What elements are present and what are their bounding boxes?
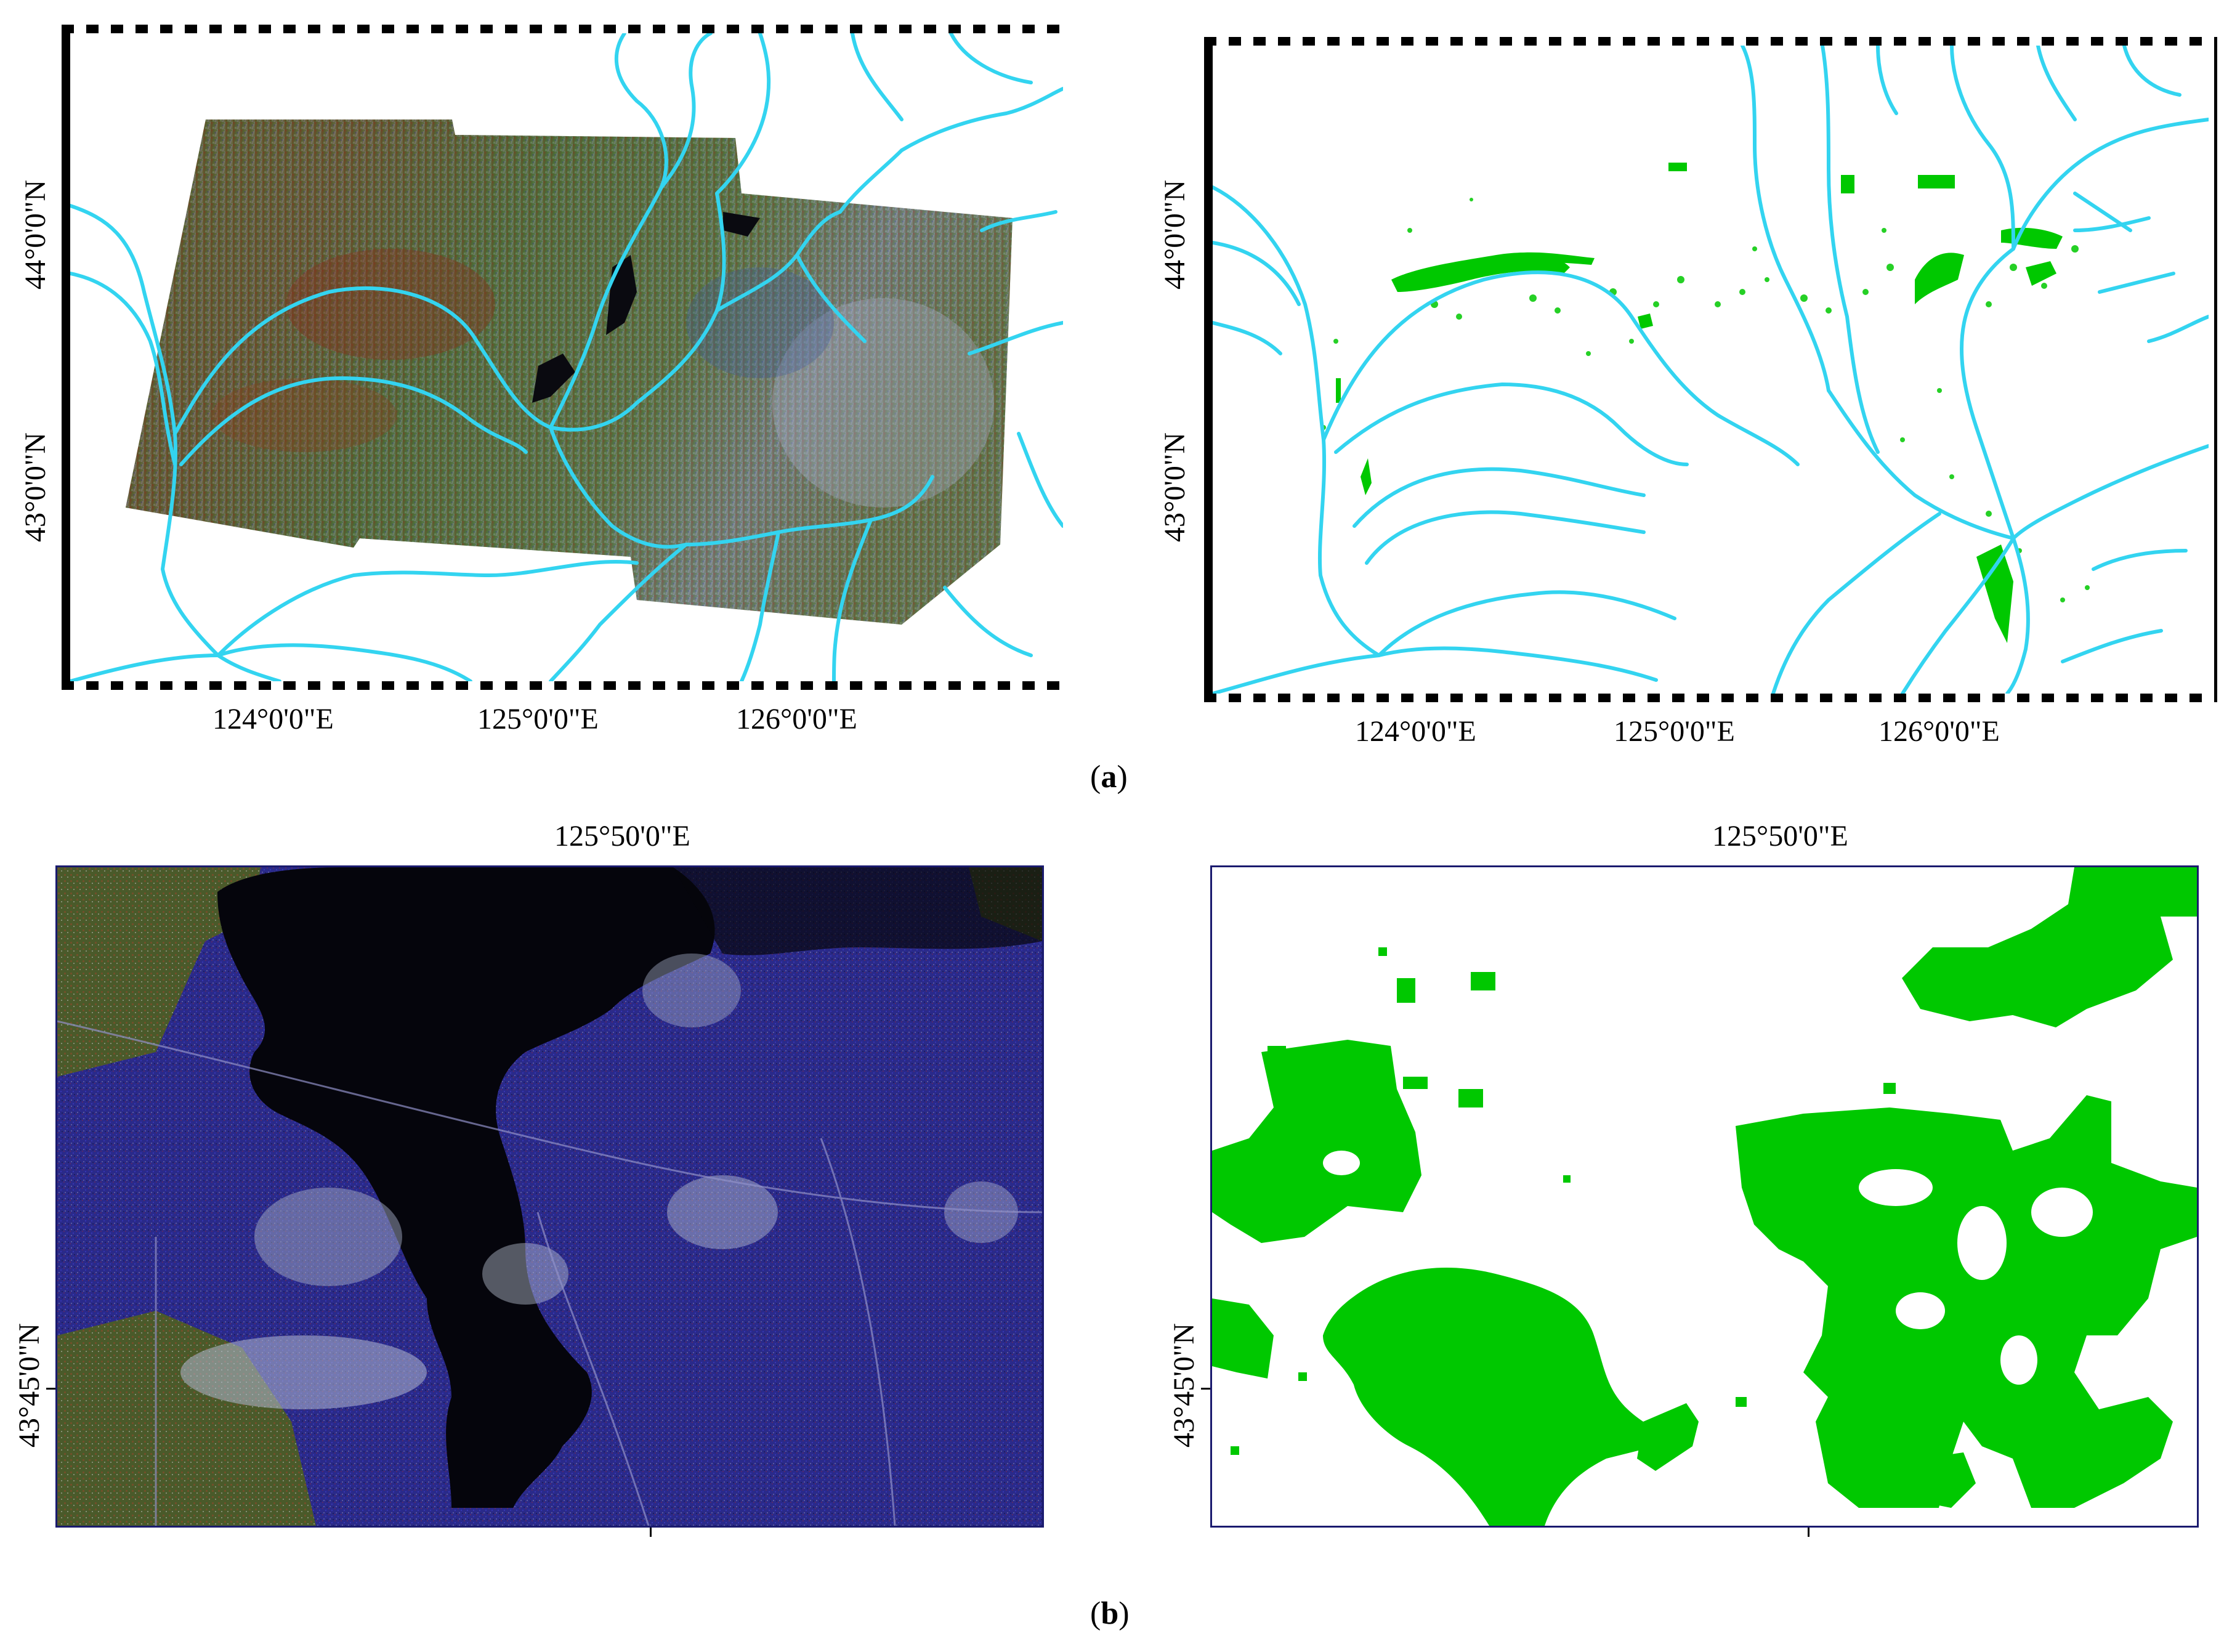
caption-b: (b) bbox=[1090, 1596, 1130, 1631]
caption-a-letter: a bbox=[1101, 759, 1117, 795]
panel-b-left-lat-label: 43°45'0"N bbox=[13, 1322, 46, 1448]
panel-a-left-lon-label-126: 126°0'0"E bbox=[736, 703, 857, 735]
panel-b-right-lon-tick bbox=[1808, 1528, 1809, 1537]
panel-b-right-lat-tick bbox=[1201, 1388, 1210, 1390]
panel-a-left-lat-label-44: 44°0'0"N bbox=[19, 179, 52, 290]
panel-a-left-lon-label-125: 125°0'0"E bbox=[477, 703, 599, 735]
panel-a-left-lat-label-43: 43°0'0"N bbox=[19, 432, 52, 542]
panel-b-right-top-label: 125°50'0"E bbox=[1712, 820, 1848, 852]
caption-a: (a) bbox=[1090, 759, 1128, 795]
panel-a-right-lon-label-125: 125°0'0"E bbox=[1614, 715, 1735, 748]
panel-b-left-top-label: 125°50'0"E bbox=[554, 820, 690, 852]
forest-classification-map bbox=[1212, 867, 2197, 1526]
caption-b-letter: b bbox=[1101, 1596, 1119, 1631]
panel-b-left-lon-tick bbox=[650, 1528, 652, 1537]
sar-subset-image bbox=[57, 867, 1042, 1526]
panel-a-right-lon-label-126: 126°0'0"E bbox=[1878, 715, 2000, 748]
panel-b-right-lat-label: 43°45'0"N bbox=[1168, 1322, 1200, 1448]
panel-a-right-lon-label-124: 124°0'0"E bbox=[1355, 715, 1476, 748]
forest-map-with-rivers bbox=[1213, 46, 2209, 694]
panel-a-right-lat-label-44: 44°0'0"N bbox=[1158, 179, 1191, 290]
panel-b-right-forest-map bbox=[1210, 865, 2199, 1528]
panel-b-left-sar-image bbox=[55, 865, 1044, 1528]
panel-a-right-map bbox=[1204, 37, 2217, 702]
panel-a-right-lat-label-43: 43°0'0"N bbox=[1158, 432, 1191, 542]
panel-a-left-lon-label-124: 124°0'0"E bbox=[212, 703, 334, 735]
panel-b-left-lat-tick bbox=[46, 1388, 55, 1390]
panel-a-left-map bbox=[62, 25, 1072, 690]
sar-composite-with-rivers bbox=[70, 33, 1063, 681]
